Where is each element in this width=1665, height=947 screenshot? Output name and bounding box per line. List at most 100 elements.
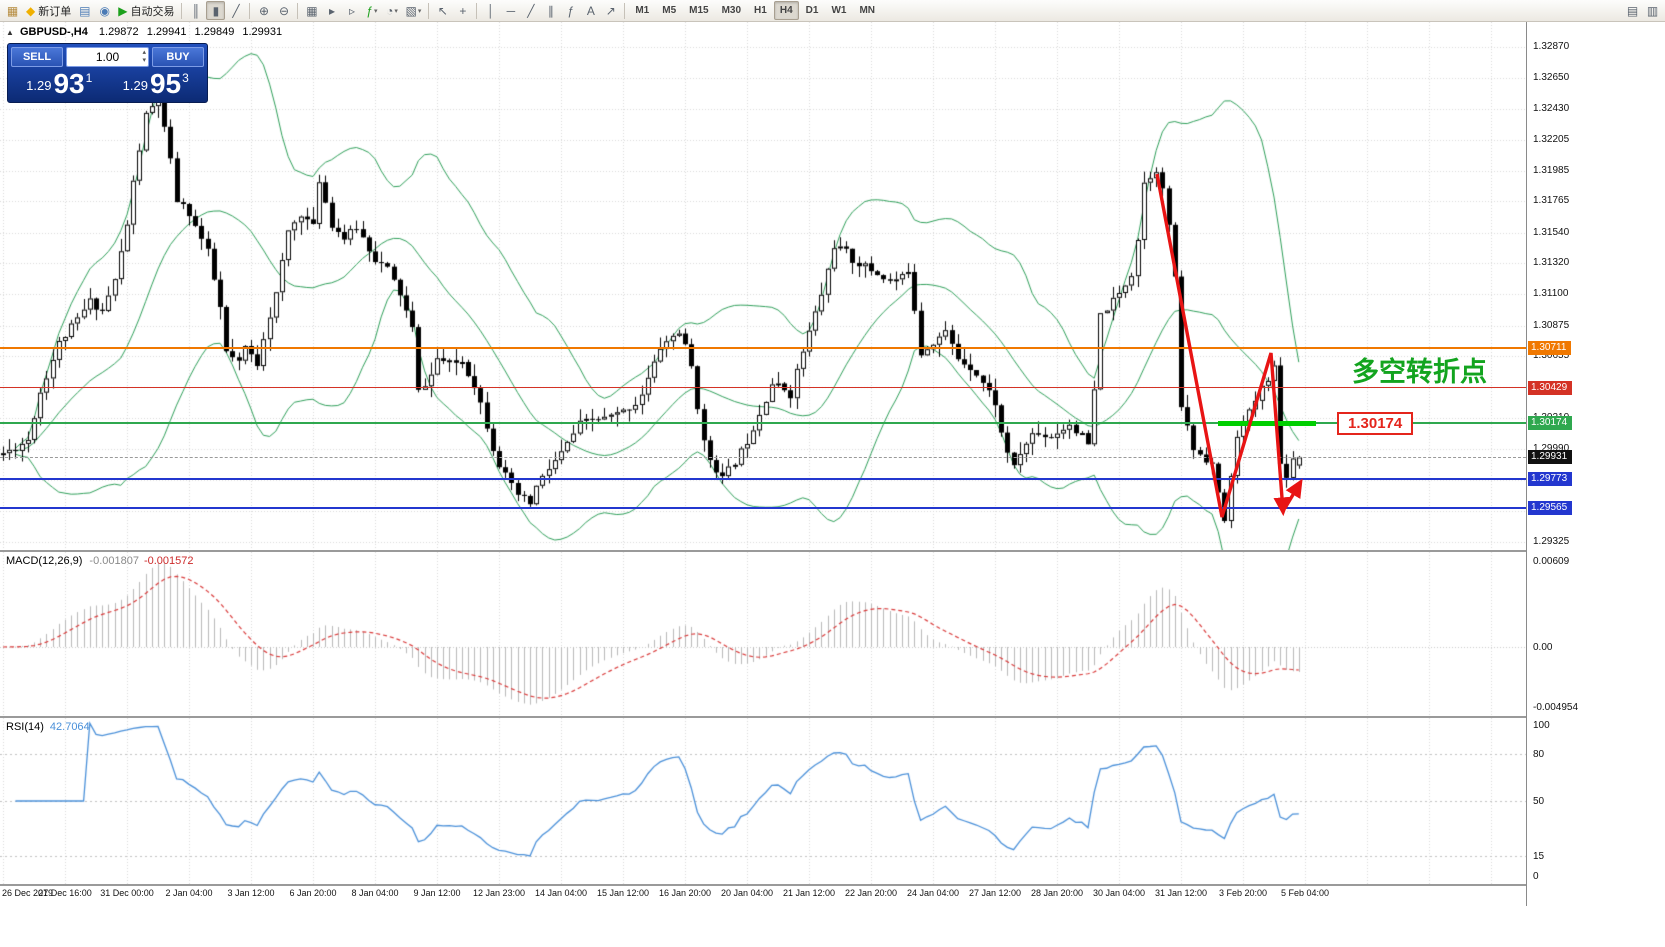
time-axis-label: 27 Jan 12:00 <box>968 888 1022 898</box>
toolbar-more-1-button[interactable]: ▤ <box>1623 1 1642 20</box>
tile-windows-button[interactable]: ▦ <box>302 1 321 20</box>
sell-button[interactable]: SELL <box>11 47 63 67</box>
chart-annotation-text[interactable]: 多空转折点 <box>1352 357 1487 387</box>
price-scale-label: 1.31320 <box>1533 257 1570 269</box>
indicator-scale-label: 0 <box>1533 871 1539 882</box>
horizontal-line-1.30711[interactable] <box>0 347 1526 350</box>
price-badge-1.29773: 1.29773 <box>1528 472 1573 487</box>
timeframe-h4[interactable]: H4 <box>773 1 799 20</box>
arrow-objects-icon: ↗ <box>605 3 616 18</box>
timeframe-m5[interactable]: M5 <box>662 5 677 16</box>
crosshair-button[interactable]: + <box>453 1 472 20</box>
timeframe-d1[interactable]: D1 <box>805 5 819 16</box>
price-callout-box[interactable]: 1.30174 <box>1337 412 1414 436</box>
fibonacci-icon: ƒ <box>567 3 575 18</box>
line-chart-icon: ╱ <box>232 3 240 18</box>
price-scale-label: 1.30875 <box>1533 319 1570 331</box>
horizontal-line-button[interactable]: ─ <box>501 1 520 20</box>
macd-value-signal: -0.001572 <box>143 555 194 567</box>
timeframe-m15[interactable]: M15 <box>689 5 709 16</box>
one-click-trading-panel: SELL 1.00 ▴ ▾ BUY 1.29 93 1 1.29 95 3 <box>7 43 208 103</box>
refresh-data-icon: ◉ <box>99 3 110 18</box>
arrow-objects-button[interactable]: ↗ <box>601 1 620 20</box>
indicators-button[interactable]: ƒ ▾ <box>362 1 381 20</box>
text-label-button[interactable]: A <box>581 1 600 20</box>
time-axis[interactable]: 26 Dec 2019 27 Dec 16:00 31 Dec 00:00 2 Jan… <box>0 888 1526 902</box>
time-axis-label: 5 Feb 04:00 <box>1280 888 1330 898</box>
rsi-value: 42.7064 <box>49 721 90 733</box>
sell-price-base: 1.29 <box>26 78 52 93</box>
toolbar-more-2-icon: ▥ <box>1646 3 1659 18</box>
zoom-in-icon: ⊕ <box>258 3 269 18</box>
buy-button[interactable]: BUY <box>152 47 204 67</box>
lot-size-field[interactable]: 1.00 ▴ ▾ <box>66 47 149 67</box>
macd-value-main: -0.001807 <box>89 555 139 567</box>
price-scale[interactable]: 1.32870 1.32650 1.32430 1.32205 1.31985 1.317… <box>1527 22 1665 906</box>
timeframe-m30[interactable]: M30 <box>721 5 742 16</box>
panel-separator[interactable] <box>0 884 1527 886</box>
time-axis-label: 28 Jan 20:00 <box>1030 888 1084 898</box>
timeframe-h1[interactable]: H1 <box>754 5 767 16</box>
trendline-icon: ╱ <box>527 3 535 18</box>
auto-trading-icon: ▶ <box>118 3 128 18</box>
periods-button[interactable]: ◔ ▾ <box>382 1 401 20</box>
bar-chart-button[interactable]: ║ <box>186 1 205 20</box>
buy-price[interactable]: 1.29 95 3 <box>108 69 205 99</box>
timeframe-mn[interactable]: MN <box>859 5 875 16</box>
new-order-button[interactable]: ◆ 新订单 <box>23 1 74 20</box>
chart-window-button[interactable]: ▦ <box>3 1 22 20</box>
timeframe-m1[interactable]: M1 <box>635 5 650 16</box>
equidistant-channel-icon: ∥ <box>547 3 554 18</box>
price-scale-label: 1.31765 <box>1533 195 1570 207</box>
zoom-out-button[interactable]: ⊖ <box>274 1 293 20</box>
lot-down-icon[interactable]: ▾ <box>142 57 146 64</box>
indicator-scale-label: 0.00 <box>1533 642 1553 653</box>
ohlc-low: 1.29849 <box>194 26 235 38</box>
templates-icon: ▧ <box>405 3 417 18</box>
vertical-line-icon: │ <box>487 3 495 18</box>
symbol-header: ▲ GBPUSD-,H4 1.29872 1.29941 1.29849 1.2… <box>6 26 287 38</box>
buy-price-sup: 3 <box>182 71 189 85</box>
rsi-pane-label: RSI(14) 42.7064 <box>6 721 90 733</box>
vertical-line-button[interactable]: │ <box>481 1 500 20</box>
lot-up-icon[interactable]: ▴ <box>142 49 146 56</box>
auto-trading-button[interactable]: ▶ 自动交易 <box>115 1 177 20</box>
panel-separator[interactable] <box>0 716 1527 718</box>
auto-scroll-button[interactable]: ▸ <box>322 1 341 20</box>
horizontal-line-1.30174[interactable] <box>0 422 1526 425</box>
time-axis-label: 3 Feb 20:00 <box>1218 888 1268 898</box>
indicator-scale-label: 15 <box>1533 851 1545 863</box>
panel-separator[interactable] <box>0 550 1527 552</box>
toolbar-more-1-icon: ▤ <box>1626 3 1639 18</box>
chart-shift-button[interactable]: ▹ <box>342 1 361 20</box>
sell-price[interactable]: 1.29 93 1 <box>11 69 108 99</box>
candlestick-chart-button[interactable]: ▮ <box>206 1 226 20</box>
zoom-in-button[interactable]: ⊕ <box>254 1 273 20</box>
price-scale-label: 1.31985 <box>1533 164 1570 176</box>
cursor-button[interactable]: ↖ <box>433 1 452 20</box>
trendline-button[interactable]: ╱ <box>521 1 540 20</box>
price-scale-divider <box>1526 22 1527 906</box>
price-scale-label: 1.29990 <box>1533 443 1570 455</box>
templates-button[interactable]: ▧ ▾ <box>402 1 424 20</box>
refresh-data-button[interactable]: ◉ <box>95 1 114 20</box>
timeframe-w1[interactable]: W1 <box>831 5 847 16</box>
candlestick-chart-icon: ▮ <box>212 3 220 18</box>
indicator-scale-label: 80 <box>1533 748 1545 760</box>
line-chart-button[interactable]: ╱ <box>226 1 245 20</box>
periods-icon: ◔ <box>386 3 394 18</box>
price-scale-label: 1.32430 <box>1533 102 1570 114</box>
horizontal-line-1.30429[interactable] <box>0 386 1526 388</box>
horizontal-line-1.29565[interactable] <box>0 507 1526 510</box>
collapse-panel-icon[interactable]: ▲ <box>6 28 14 37</box>
toolbar-more-2-button[interactable]: ▥ <box>1643 1 1662 20</box>
toolbar-separator <box>476 2 478 19</box>
horizontal-line-1.29773[interactable] <box>0 478 1526 481</box>
equidistant-channel-button[interactable]: ∥ <box>541 1 560 20</box>
chart-profile-button[interactable]: ▤ <box>75 1 94 20</box>
support-level-segment[interactable] <box>1218 421 1316 427</box>
cursor-icon: ↖ <box>437 3 448 18</box>
price-scale-label: 1.32650 <box>1533 71 1570 83</box>
fibonacci-button[interactable]: ƒ <box>561 1 580 20</box>
